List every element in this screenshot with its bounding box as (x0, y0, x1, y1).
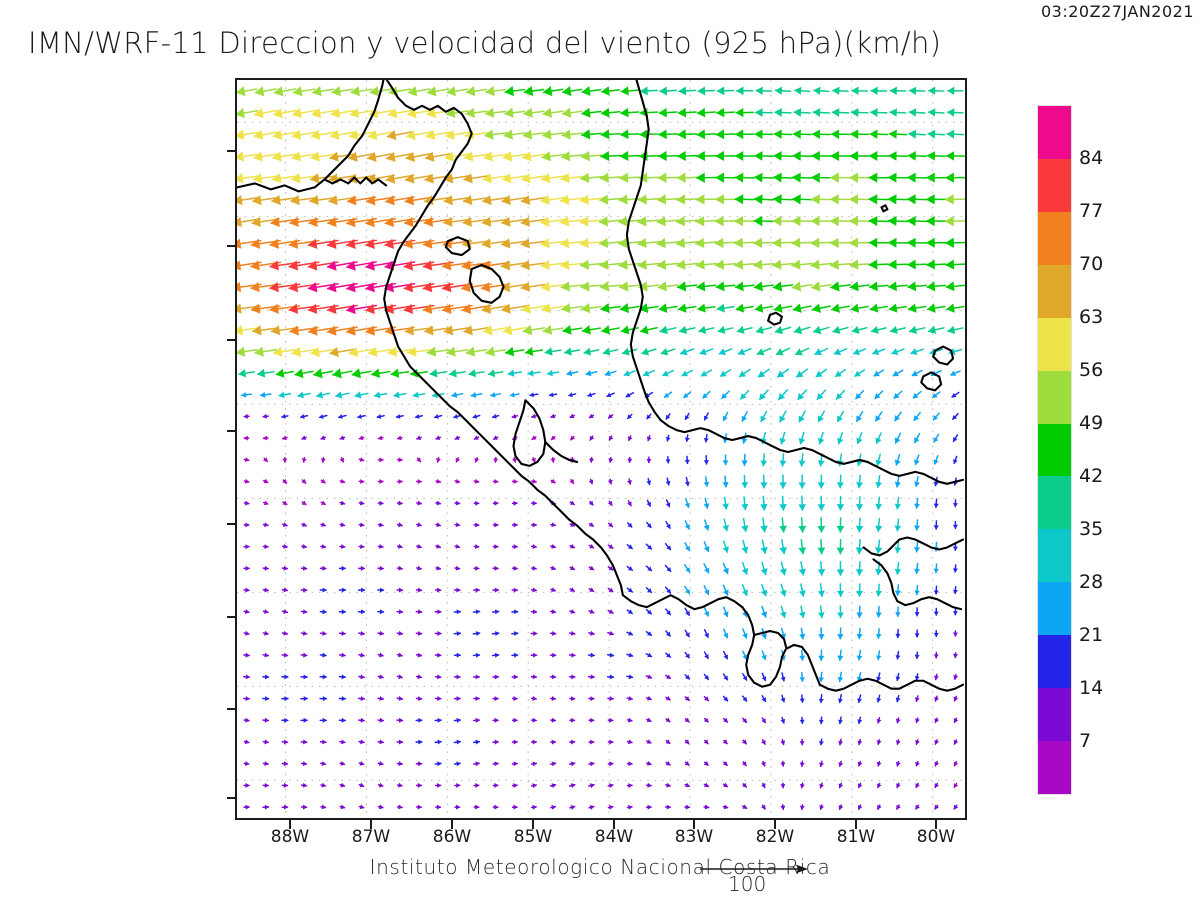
cb-label-49: 49 (1079, 412, 1104, 434)
colorbar-band-21-28 (1038, 582, 1071, 636)
colorbar-band-63-70 (1038, 264, 1071, 318)
lon-label-84w: 84W (594, 827, 634, 847)
cb-label-35: 35 (1079, 518, 1104, 540)
colorbar-band-70-77 (1038, 211, 1071, 265)
lat-tick-8n (227, 616, 236, 618)
lon-label-86w: 86W (432, 827, 472, 847)
colorbar-band-28-35 (1038, 529, 1071, 583)
lon-label-82w: 82W (755, 827, 795, 847)
lon-label-88w: 88W (270, 827, 310, 847)
page-title: IMN/WRF-11 Direccion y velocidad del vie… (28, 26, 942, 60)
lon-tick-81w (855, 820, 857, 829)
lon-tick-83w (693, 820, 695, 829)
reference-vector-label: 100 (728, 872, 767, 896)
lon-tick-87w (370, 820, 372, 829)
colorbar-band-77-84 (1038, 158, 1071, 212)
coastline-overlay (237, 80, 965, 692)
colorbar-band-42-49 (1038, 423, 1071, 477)
lon-tick-84w (613, 820, 615, 829)
lat-tick-9n (227, 523, 236, 525)
colorbar-band-0-7 (1038, 741, 1071, 794)
reference-vector-arrow (700, 864, 808, 874)
colorbar-band-49-56 (1038, 370, 1071, 424)
lon-label-81w: 81W (836, 827, 876, 847)
cb-label-63: 63 (1079, 306, 1104, 328)
lat-tick-11n (227, 339, 236, 341)
lon-tick-80w (935, 820, 937, 829)
colorbar-band->84 (1038, 106, 1071, 159)
lon-label-80w: 80W (916, 827, 956, 847)
cb-label-84: 84 (1079, 147, 1104, 169)
cb-label-14: 14 (1079, 677, 1104, 699)
lon-label-83w: 83W (674, 827, 714, 847)
lat-tick-6n (227, 797, 236, 799)
cb-label-28: 28 (1079, 571, 1104, 593)
lat-tick-13n (227, 150, 236, 152)
cb-label-21: 21 (1079, 624, 1104, 646)
cb-label-7: 7 (1079, 730, 1092, 752)
lon-tick-85w (532, 820, 534, 829)
lon-label-87w: 87W (351, 827, 391, 847)
colorbar-band-14-21 (1038, 635, 1071, 689)
cb-label-56: 56 (1079, 359, 1104, 381)
footer-credit: Instituto Meteorologico Nacional Costa R… (369, 855, 831, 879)
cb-label-77: 77 (1079, 200, 1104, 222)
lon-label-85w: 85W (513, 827, 553, 847)
colorbar-band-56-63 (1038, 317, 1071, 371)
colorbar-band-35-42 (1038, 476, 1071, 530)
lat-tick-12n (227, 245, 236, 247)
lat-tick-10n (227, 430, 236, 432)
lat-tick-7n (227, 708, 236, 710)
cb-label-42: 42 (1079, 465, 1104, 487)
wind-map-plot-panel[interactable] (235, 78, 967, 820)
speed-colorbar[interactable] (1037, 105, 1072, 795)
wind-vector-field (237, 85, 965, 811)
lon-tick-86w (451, 820, 453, 829)
cb-label-70: 70 (1079, 253, 1104, 275)
forecast-timestamp: 03:20Z27JAN2021 (1041, 2, 1194, 21)
colorbar-band-7-14 (1038, 688, 1071, 742)
lon-tick-88w (289, 820, 291, 829)
lon-tick-82w (774, 820, 776, 829)
